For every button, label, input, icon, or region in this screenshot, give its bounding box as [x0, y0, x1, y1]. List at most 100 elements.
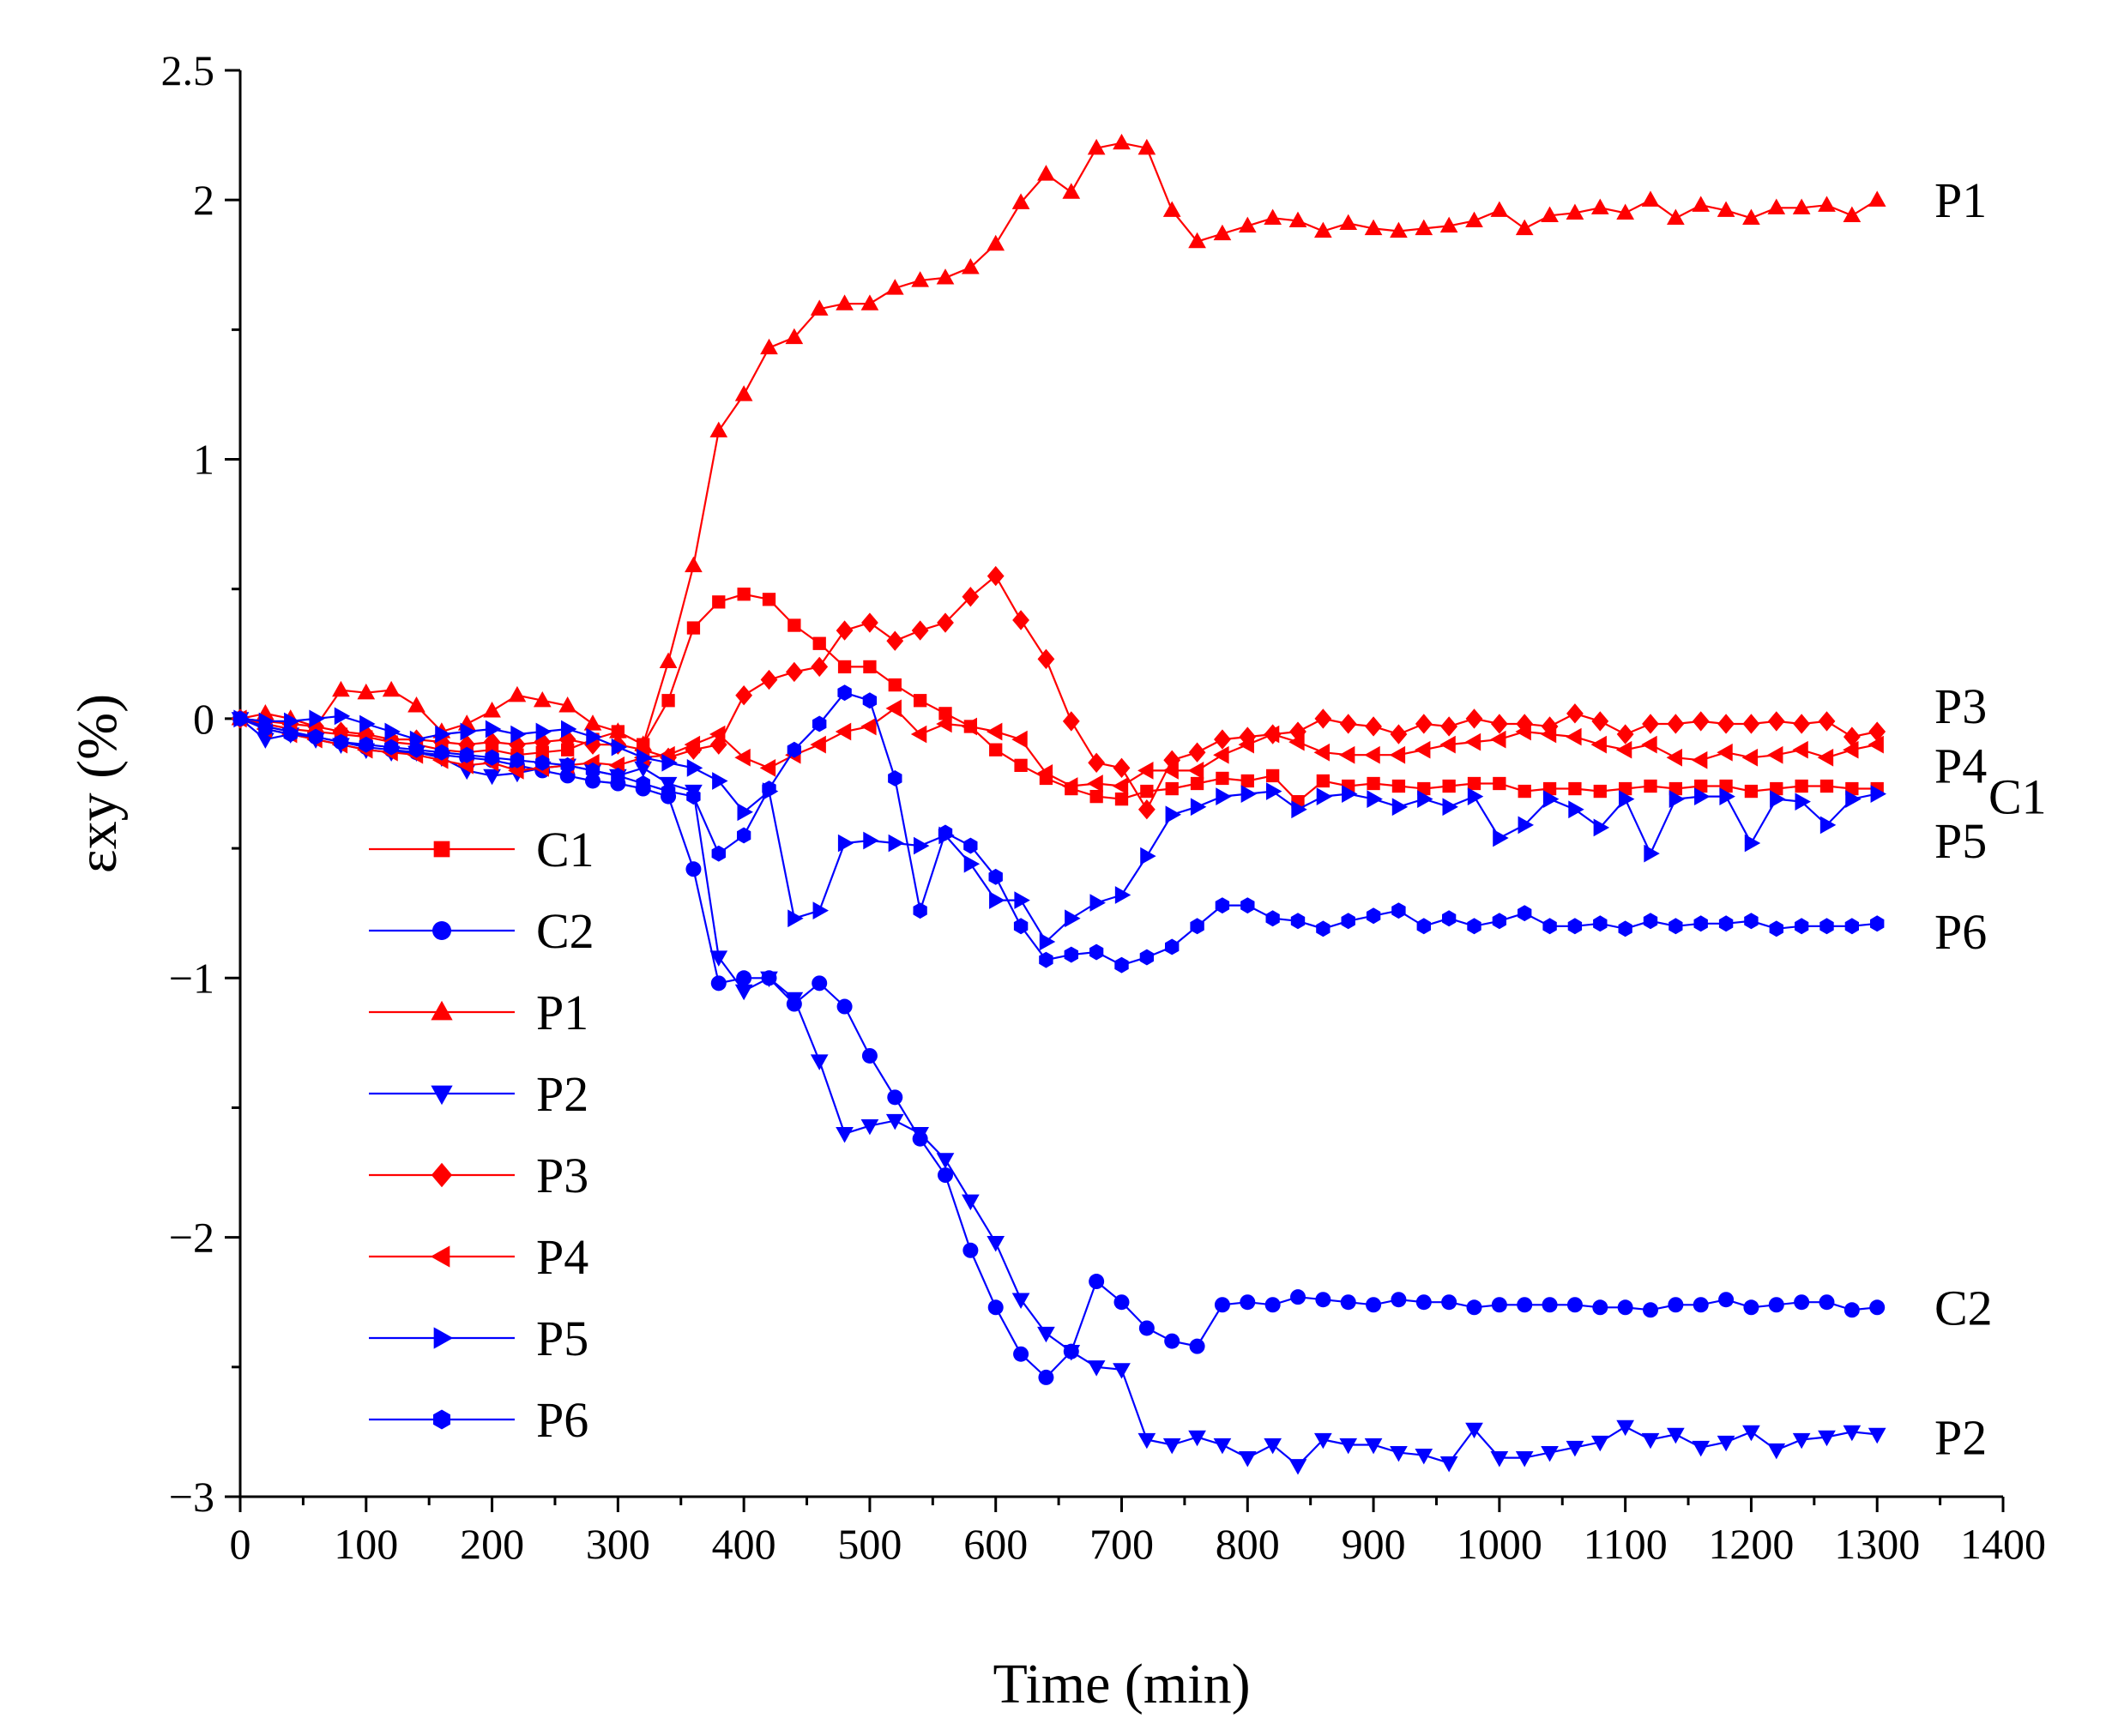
data-point-p6	[1265, 910, 1280, 927]
end-label-p4: P4	[1934, 738, 1987, 793]
x-tick-label: 800	[1216, 1520, 1280, 1568]
data-point-p3	[332, 721, 350, 742]
data-point-p2	[962, 1194, 980, 1211]
data-point-p1	[583, 714, 602, 731]
data-point-p3	[1390, 724, 1408, 744]
data-point-c2	[1441, 1294, 1457, 1311]
data-point-p4	[1338, 745, 1355, 764]
data-point-p4	[684, 735, 701, 754]
data-point-p6	[737, 827, 751, 844]
legend-marker-p3	[431, 1162, 453, 1188]
legend-marker-p4	[430, 1245, 450, 1268]
data-point-c2	[1290, 1289, 1306, 1305]
data-point-p6	[1190, 918, 1204, 935]
legend-item-c2: C2	[369, 903, 594, 959]
data-point-p1	[1742, 208, 1760, 225]
data-point-p4	[835, 722, 852, 741]
data-point-p2	[1264, 1438, 1282, 1455]
data-point-p6	[988, 868, 1003, 885]
data-point-p2	[1062, 1345, 1081, 1361]
data-point-p5	[485, 720, 502, 738]
data-point-p4	[1691, 750, 1708, 769]
data-point-c2	[1340, 1294, 1356, 1311]
x-tick-label: 1200	[1708, 1520, 1794, 1568]
data-point-p5	[1039, 932, 1056, 951]
data-point-p1	[1792, 198, 1811, 214]
data-point-p1	[1439, 216, 1458, 233]
data-point-p6	[1844, 918, 1859, 935]
data-point-p6	[1316, 920, 1331, 937]
data-point-p3	[1113, 757, 1131, 779]
data-point-p6	[1366, 907, 1381, 925]
data-point-p1	[1314, 221, 1332, 238]
data-point-p6	[1718, 915, 1734, 932]
data-point-p6	[1442, 910, 1457, 927]
data-point-p2	[1843, 1425, 1862, 1442]
data-point-p5	[1065, 909, 1081, 928]
data-point-p2	[1137, 1432, 1156, 1450]
data-point-p4	[1087, 775, 1103, 793]
data-point-p3	[735, 684, 753, 706]
data-point-p1	[382, 680, 401, 697]
data-point-p3	[1516, 714, 1534, 734]
data-point-p6	[1139, 949, 1154, 966]
data-point-p6	[1064, 946, 1078, 963]
data-point-c1	[737, 588, 751, 601]
series-line-p2	[239, 718, 1878, 1468]
data-point-p4	[1717, 743, 1733, 762]
data-point-c1	[1316, 774, 1331, 788]
data-point-p1	[1037, 165, 1055, 181]
data-point-p5	[560, 720, 577, 738]
data-point-p3	[937, 612, 954, 633]
data-point-p2	[1490, 1450, 1509, 1468]
legend-label-p1: P1	[536, 985, 588, 1040]
data-point-c1	[1845, 781, 1859, 796]
data-point-c2	[1718, 1292, 1735, 1308]
data-point-p5	[1819, 816, 1837, 835]
data-point-p2	[1541, 1445, 1559, 1462]
data-point-p6	[711, 845, 726, 862]
data-point-c2	[1264, 1297, 1281, 1313]
data-point-p5	[334, 707, 351, 726]
data-point-p3	[1415, 714, 1433, 734]
data-point-p2	[1188, 1430, 1206, 1447]
data-point-p3	[483, 732, 501, 752]
data-point-p1	[1515, 219, 1534, 236]
data-point-p6	[1819, 918, 1834, 935]
data-point-p3	[911, 620, 929, 641]
data-point-p2	[1439, 1456, 1458, 1473]
data-point-p1	[860, 294, 879, 310]
data-point-p1	[659, 652, 678, 669]
data-point-c2	[1491, 1297, 1507, 1313]
data-point-c2	[836, 998, 853, 1015]
legend-label-p3: P3	[536, 1148, 588, 1203]
data-point-p5	[1870, 785, 1887, 803]
data-point-p3	[987, 565, 1005, 587]
x-axis-title: Time (min)	[993, 1653, 1250, 1715]
data-point-c2	[1643, 1302, 1658, 1318]
data-point-p3	[1667, 714, 1685, 734]
data-point-c2	[1592, 1299, 1608, 1316]
x-tick-label: 700	[1089, 1520, 1154, 1568]
data-point-p1	[1868, 190, 1886, 207]
data-point-p4	[1313, 743, 1331, 762]
data-point-p3	[1062, 711, 1080, 732]
data-point-p5	[611, 738, 628, 756]
data-point-p3	[709, 734, 727, 755]
data-point-p2	[911, 1127, 929, 1143]
data-point-c2	[1038, 1369, 1054, 1385]
data-point-c1	[1165, 781, 1179, 796]
data-point-p2	[760, 971, 778, 988]
data-point-p5	[989, 891, 1005, 909]
data-point-p1	[734, 385, 753, 401]
data-point-p2	[709, 950, 728, 967]
data-point-p6	[1114, 956, 1129, 973]
data-point-p6	[232, 710, 248, 727]
data-point-p1	[1011, 193, 1030, 209]
x-tick-label: 300	[586, 1520, 650, 1568]
data-point-p1	[785, 328, 804, 345]
data-point-c2	[1869, 1299, 1886, 1316]
data-point-c2	[1794, 1294, 1810, 1311]
data-point-c1	[1014, 758, 1028, 772]
data-point-p6	[1341, 913, 1355, 930]
